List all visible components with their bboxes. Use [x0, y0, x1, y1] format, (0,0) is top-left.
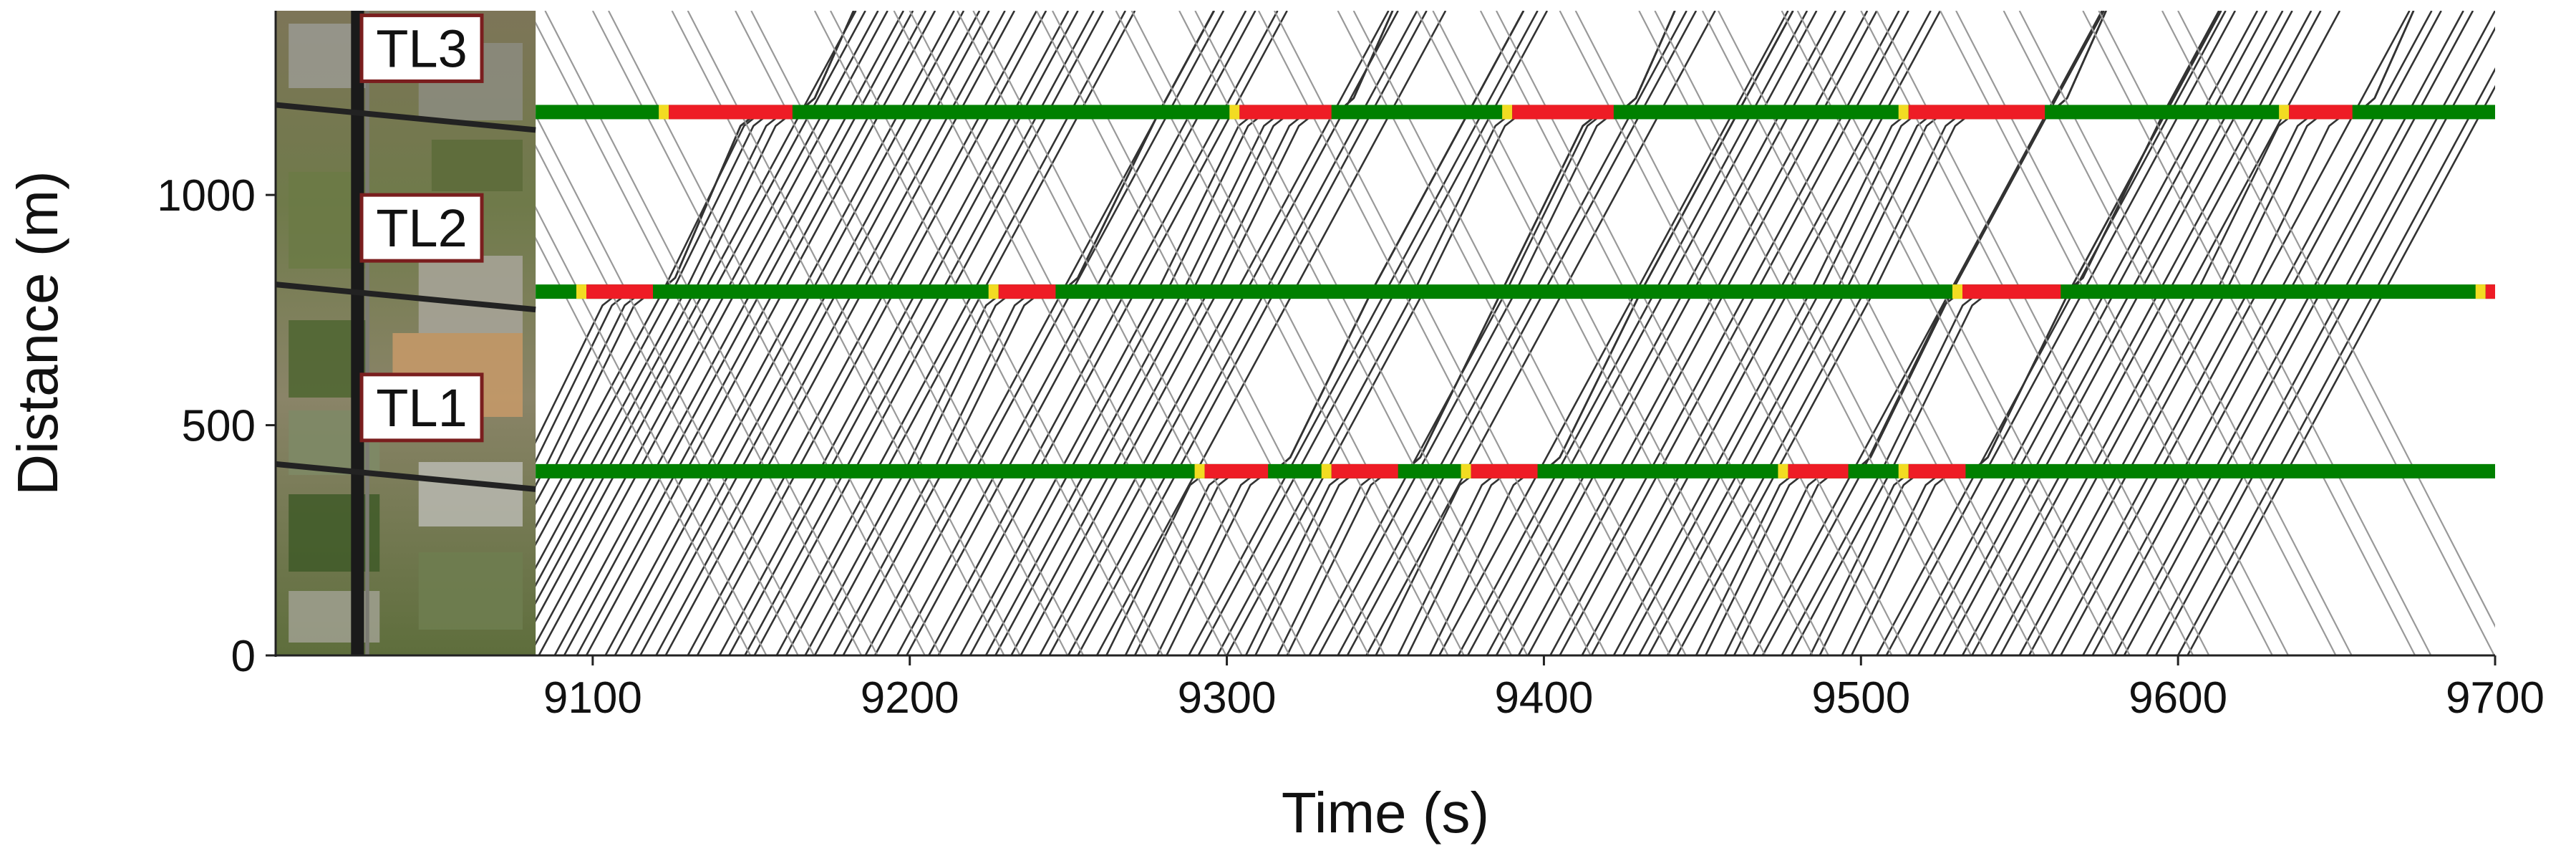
label-box: [359, 193, 484, 263]
map-patch: [418, 462, 523, 526]
label-box: [359, 372, 484, 443]
northbound-trajectory: [1317, 11, 1676, 655]
map-cross-road: [275, 461, 536, 492]
red-phase: [998, 284, 1056, 299]
signal-bar-tl1: [536, 463, 2496, 478]
y-tick-label: 1000: [157, 171, 256, 221]
yellow-phase: [1898, 463, 1909, 478]
red-phase: [1962, 284, 2061, 299]
southbound-trajectory: [536, 236, 752, 655]
x-axis-title: Time (s): [1282, 781, 1489, 845]
x-tick-label: 9600: [2129, 673, 2227, 723]
red-phase: [1908, 463, 1966, 478]
map-patch: [418, 552, 523, 630]
signal-bar-tl3: [536, 105, 2496, 120]
red-phase: [1471, 463, 1538, 478]
red-phase: [1908, 105, 2045, 120]
northbound-trajectory: [536, 11, 855, 587]
intersection-labels: TL1 TL2 TL3: [359, 13, 484, 443]
y-axis-title: Distance (m): [6, 170, 69, 495]
map-patch: [289, 494, 380, 572]
x-tick-label: 9400: [1494, 673, 1593, 723]
label-tl2: TL2: [359, 193, 484, 263]
map-main-road: [351, 11, 364, 655]
yellow-phase: [2279, 105, 2290, 120]
red-phase: [2289, 105, 2353, 120]
yellow-phase: [1321, 463, 1332, 478]
red-phase: [586, 284, 653, 299]
yellow-phase: [576, 284, 586, 299]
red-phase: [1512, 105, 1614, 120]
yellow-phase: [1778, 463, 1788, 478]
label-tl3: TL3: [359, 13, 484, 83]
axes: 9100 9200 9300 9400 9500 9600 9700 0 500 1000: [157, 11, 2544, 723]
label-box: [359, 13, 484, 83]
label-text: TL1: [376, 378, 468, 438]
aerial-map-image: [275, 11, 536, 655]
map-patch: [289, 591, 380, 643]
map-patch: [418, 256, 523, 333]
yellow-phase: [1502, 105, 1513, 120]
red-phase: [2485, 284, 2495, 299]
northbound-trajectory: [2050, 11, 2415, 655]
red-phase: [1788, 463, 1849, 478]
yellow-phase: [1952, 284, 1962, 299]
yellow-phase: [1898, 105, 1909, 120]
map-patch: [431, 140, 523, 191]
label-text: TL3: [376, 19, 468, 78]
x-tick-label: 9300: [1178, 673, 1277, 723]
signal-phase-bars: [536, 105, 2496, 478]
yellow-phase: [988, 284, 999, 299]
label-tl1: TL1: [359, 372, 484, 443]
yellow-phase: [1194, 463, 1205, 478]
x-tick-label: 9700: [2446, 673, 2544, 723]
map-road-shoulder: [365, 11, 369, 655]
x-tick-label: 9100: [543, 673, 642, 723]
map-cross-road: [275, 282, 536, 313]
label-text: TL2: [376, 198, 468, 258]
yellow-phase: [659, 105, 669, 120]
x-tick-label: 9500: [1811, 673, 1910, 723]
red-phase: [1239, 105, 1332, 120]
y-tick-label: 500: [182, 402, 256, 451]
yellow-phase: [1461, 463, 1471, 478]
red-phase: [669, 105, 793, 120]
yellow-phase: [1229, 105, 1240, 120]
x-tick-label: 9200: [861, 673, 959, 723]
y-tick-label: 0: [231, 632, 256, 681]
red-phase: [1204, 463, 1269, 478]
map-cross-road: [275, 102, 536, 133]
yellow-phase: [2475, 284, 2486, 299]
red-phase: [1331, 463, 1398, 478]
northbound-trajectory: [1020, 11, 1394, 655]
northbound-trajectory: [1676, 11, 2107, 655]
southbound-trajectory: [536, 206, 768, 655]
green-phase: [536, 284, 2496, 299]
signal-bar-tl2: [536, 284, 2496, 299]
southbound-trajectory: [536, 144, 799, 655]
